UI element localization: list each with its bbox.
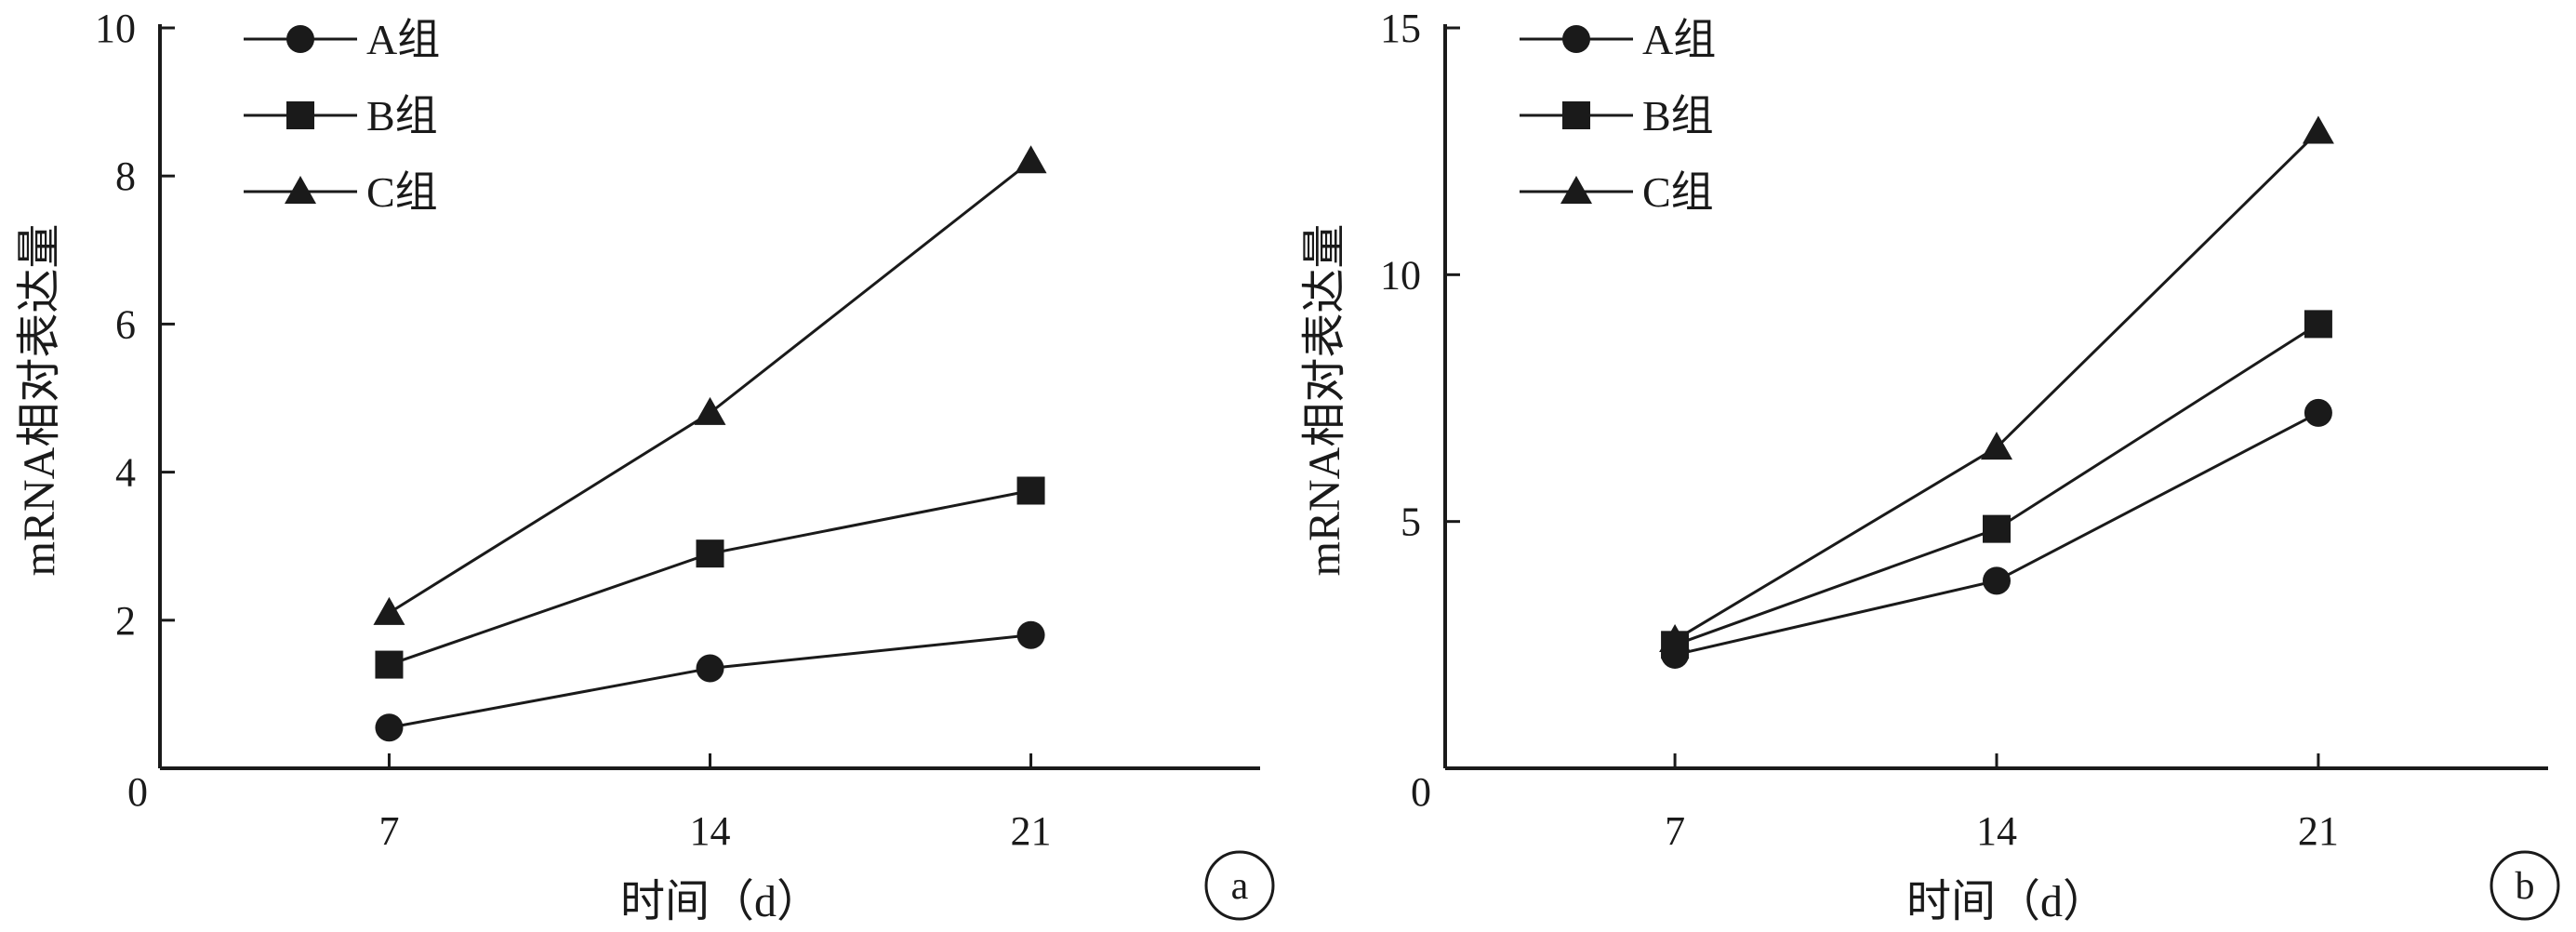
x-axis-title: 时间（d）: [620, 877, 821, 926]
legend-marker-square: [1562, 101, 1590, 129]
y-tick-label: 8: [115, 153, 136, 199]
chart-panel-b: 0 5 10 15 7 14 21 时间（d） mRNA相对表达量 A组 B组 C组 b: [1300, 6, 2560, 926]
data-point-circle: [1016, 620, 1045, 649]
data-point-circle: [375, 713, 404, 742]
data-point-circle: [1983, 566, 2011, 595]
data-point-triangle: [1981, 432, 2012, 460]
y-tick-label: 0: [1411, 769, 1431, 815]
y-tick-label: 6: [115, 301, 136, 347]
panel-badge-label: a: [1231, 865, 1249, 908]
legend-label: B组: [1642, 92, 1714, 140]
x-tick-label: 7: [378, 808, 399, 854]
x-tick-label: 14: [690, 808, 731, 854]
data-point-square: [2304, 310, 2332, 339]
legend-marker-circle: [286, 25, 314, 53]
x-tick-label: 14: [1976, 808, 2017, 854]
data-point-circle: [696, 654, 724, 683]
y-tick-label: 2: [115, 598, 136, 644]
legend-marker-triangle: [1560, 176, 1592, 204]
data-point-triangle: [373, 596, 405, 625]
legend-marker-triangle: [285, 176, 316, 204]
y-tick-label: 15: [1380, 6, 1421, 51]
x-axis-title: 时间（d）: [1906, 877, 2107, 926]
y-tick-label: 10: [95, 6, 136, 51]
series-line-square: [388, 489, 1031, 666]
data-point-square: [375, 650, 404, 679]
legend-marker-square: [286, 101, 314, 129]
data-point-square: [1983, 514, 2011, 543]
series-line-square: [1674, 323, 2319, 646]
data-point-triangle: [2302, 115, 2334, 144]
y-axis-title: mRNA相对表达量: [15, 224, 64, 577]
data-point-circle: [2304, 398, 2332, 427]
legend-label: C组: [366, 168, 438, 216]
y-tick-label: 10: [1380, 252, 1421, 298]
data-point-triangle: [694, 396, 726, 425]
legend-label: C组: [1642, 168, 1714, 216]
data-point-triangle: [1659, 624, 1692, 653]
legend-label: A组: [1642, 16, 1716, 63]
data-point-square: [1016, 476, 1045, 505]
panel-badge-circle: [2490, 850, 2560, 921]
x-tick-label: 7: [1665, 808, 1685, 854]
data-point-triangle: [1015, 145, 1047, 174]
y-tick-label: 5: [1401, 499, 1421, 545]
panel-badge-label: b: [2516, 865, 2535, 908]
legend-label: B组: [366, 92, 438, 140]
y-tick-label: 4: [115, 450, 136, 496]
data-point-square: [696, 539, 724, 568]
legend-label: A组: [366, 16, 440, 63]
panel-badge-circle: [1204, 850, 1275, 921]
legend-marker-circle: [1562, 25, 1590, 53]
y-axis-title: mRNA相对表达量: [1300, 224, 1349, 577]
x-tick-label: 21: [2298, 808, 2339, 854]
x-tick-label: 21: [1011, 808, 1052, 854]
chart-panel-a: 0 2 4 6 8 10 7 14 21 时间（d） mRNA相对表达量 A组 B组 C组 a: [15, 6, 1275, 926]
y-tick-label: 0: [127, 769, 148, 815]
